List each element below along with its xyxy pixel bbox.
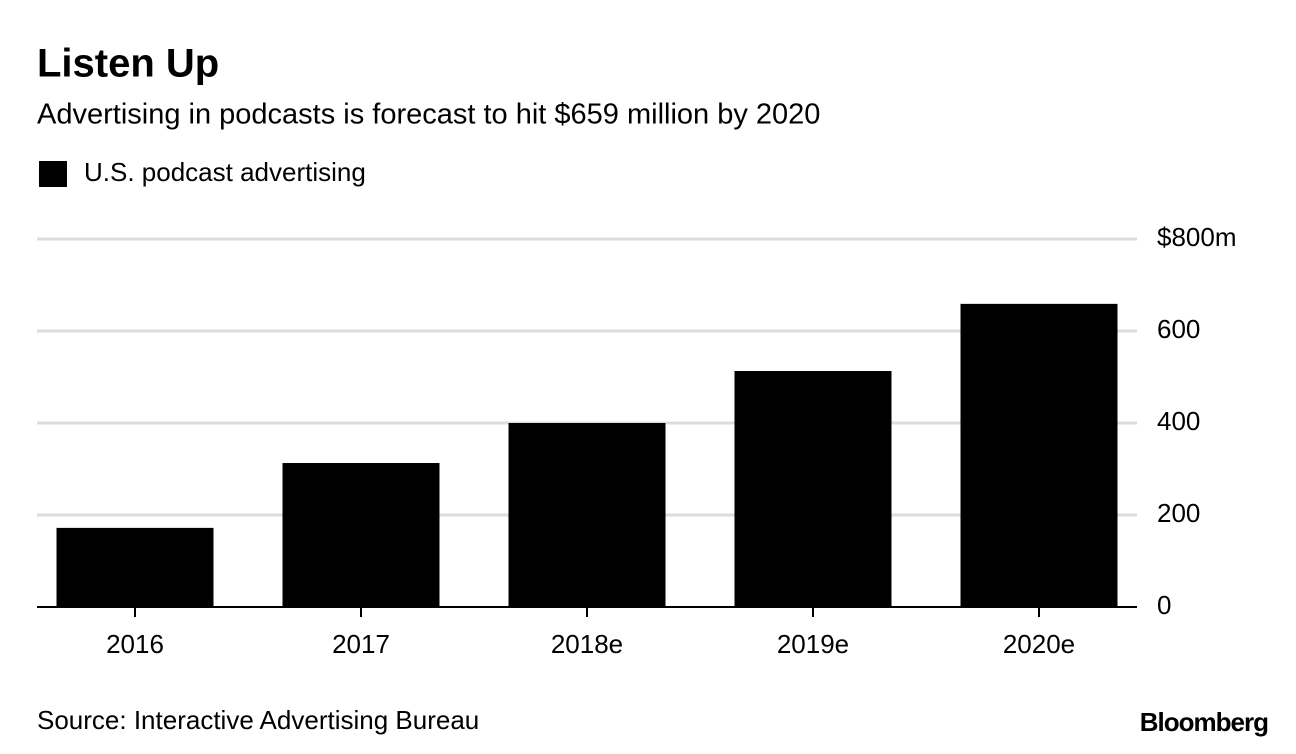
x-tick-label: 2017 [332, 629, 390, 659]
x-tick-label: 2019e [777, 629, 849, 659]
chart-subtitle: Advertising in podcasts is forecast to h… [37, 99, 820, 131]
bar [734, 371, 892, 607]
legend-swatch [39, 161, 67, 187]
legend-label: U.S. podcast advertising [84, 157, 366, 187]
y-tick-label: 0 [1157, 590, 1171, 620]
bar [508, 423, 666, 607]
bar [960, 303, 1118, 607]
chart-title: Listen Up [37, 42, 219, 86]
y-tick-label: $800m [1157, 222, 1237, 252]
y-tick-label: 200 [1157, 498, 1200, 528]
x-tick-label: 2018e [551, 629, 623, 659]
x-tick-label: 2016 [106, 629, 164, 659]
bar [56, 527, 214, 607]
bar [282, 463, 440, 607]
y-tick-label: 400 [1157, 406, 1200, 436]
source: Source: Interactive Advertising Bureau [37, 705, 479, 735]
x-tick-label: 2020e [1003, 629, 1075, 659]
brand: Bloomberg [1140, 707, 1268, 737]
y-tick-label: 600 [1157, 314, 1200, 344]
